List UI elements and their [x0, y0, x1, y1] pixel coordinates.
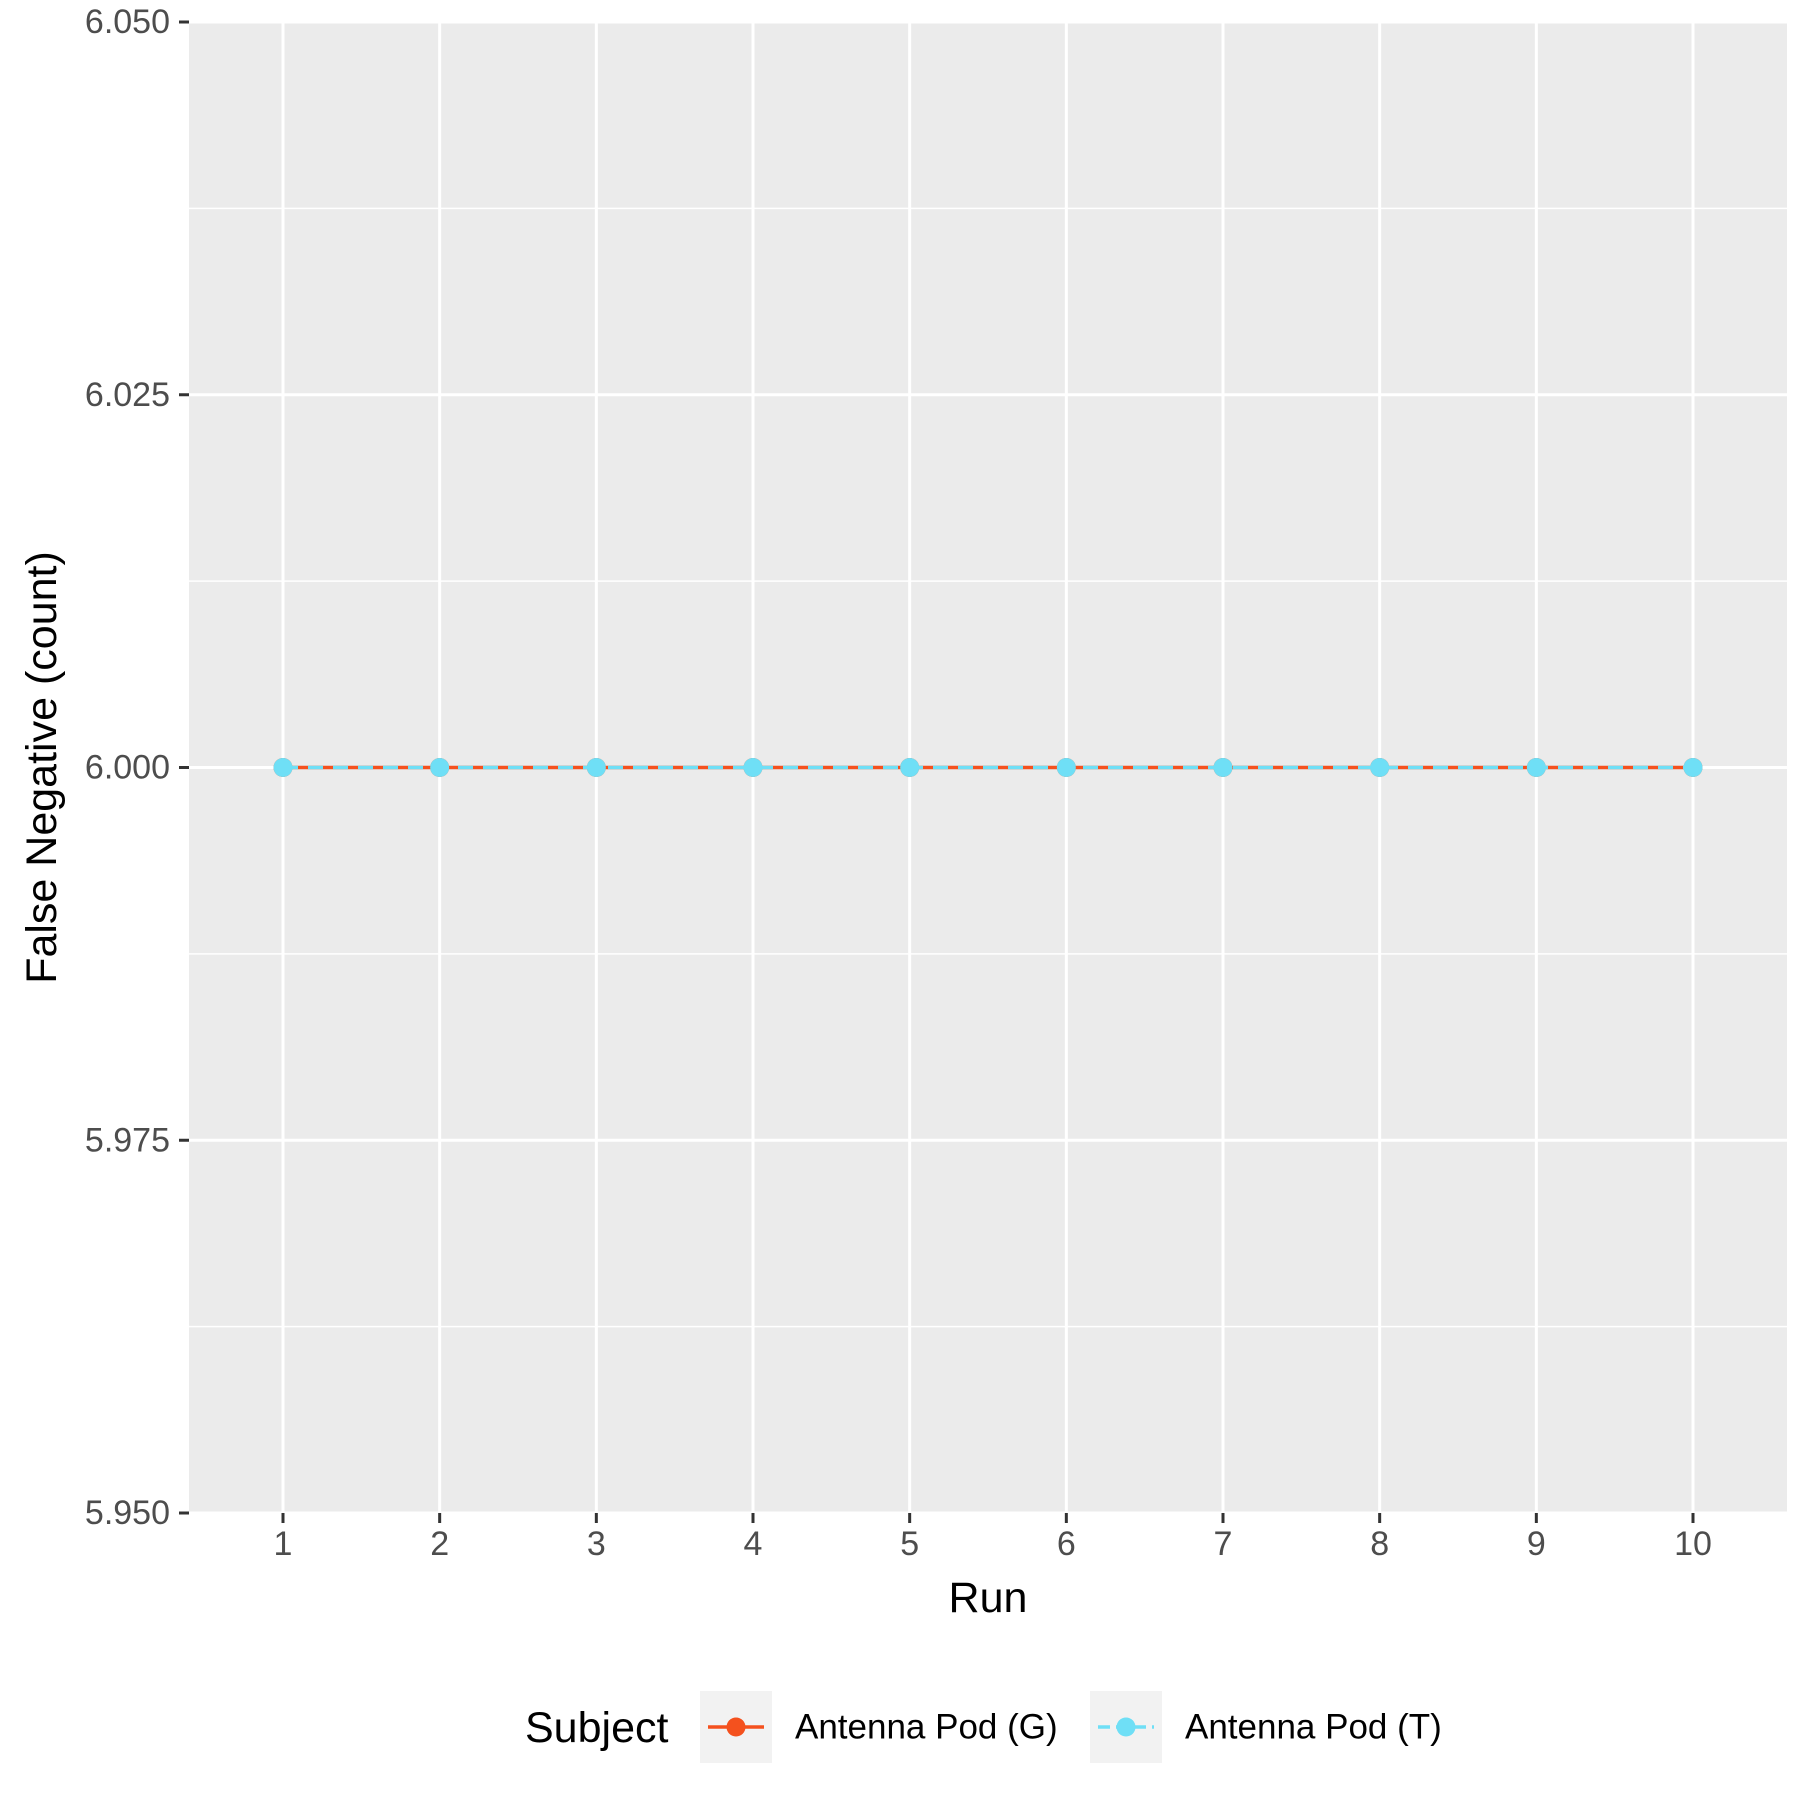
data-point	[430, 758, 450, 777]
x-tick-label: 9	[1527, 1525, 1546, 1563]
legend-item-2: Antenna Pod (T)	[1090, 1691, 1442, 1763]
legend-key-point	[1116, 1717, 1136, 1737]
x-tick-label: 3	[587, 1525, 606, 1563]
data-point	[1526, 758, 1546, 777]
x-tick-label: 4	[744, 1525, 763, 1563]
legend-label: Antenna Pod (T)	[1185, 1708, 1442, 1747]
series-2	[273, 758, 1703, 777]
x-tick-label: 1	[274, 1525, 293, 1563]
data-point	[900, 758, 920, 777]
series-lines	[273, 758, 1703, 777]
y-axis-title: False Negative (count)	[18, 551, 66, 984]
data-point	[1370, 758, 1390, 777]
y-tick-label: 5.950	[85, 1494, 170, 1532]
data-point	[743, 758, 763, 777]
axes: 5.950 5.975 6.000 6.025 6.050 1 2 3 4 5 6 7 8 9 10	[85, 3, 1712, 1563]
x-tick-label: 7	[1214, 1525, 1233, 1563]
legend: Subject Antenna Pod (G) Antenna Pod (T)	[525, 1691, 1442, 1763]
legend-key-point	[726, 1717, 746, 1737]
legend-item-1: Antenna Pod (G)	[700, 1691, 1058, 1763]
data-point	[1683, 758, 1703, 777]
legend-title: Subject	[525, 1704, 668, 1752]
legend-label: Antenna Pod (G)	[795, 1708, 1058, 1747]
x-tick-label: 10	[1674, 1525, 1712, 1563]
x-tick-label: 6	[1057, 1525, 1076, 1563]
data-point	[273, 758, 293, 777]
y-tick-label: 5.975	[85, 1121, 170, 1159]
data-point	[1213, 758, 1233, 777]
y-tick-label: 6.050	[85, 3, 170, 41]
x-tick-label: 8	[1370, 1525, 1389, 1563]
x-tick-label: 5	[900, 1525, 919, 1563]
data-point	[586, 758, 606, 777]
x-axis-title: Run	[949, 1574, 1028, 1622]
x-tick-label: 2	[430, 1525, 449, 1563]
y-tick-label: 6.025	[85, 376, 170, 414]
data-point	[1056, 758, 1076, 777]
y-tick-label: 6.000	[85, 749, 170, 787]
